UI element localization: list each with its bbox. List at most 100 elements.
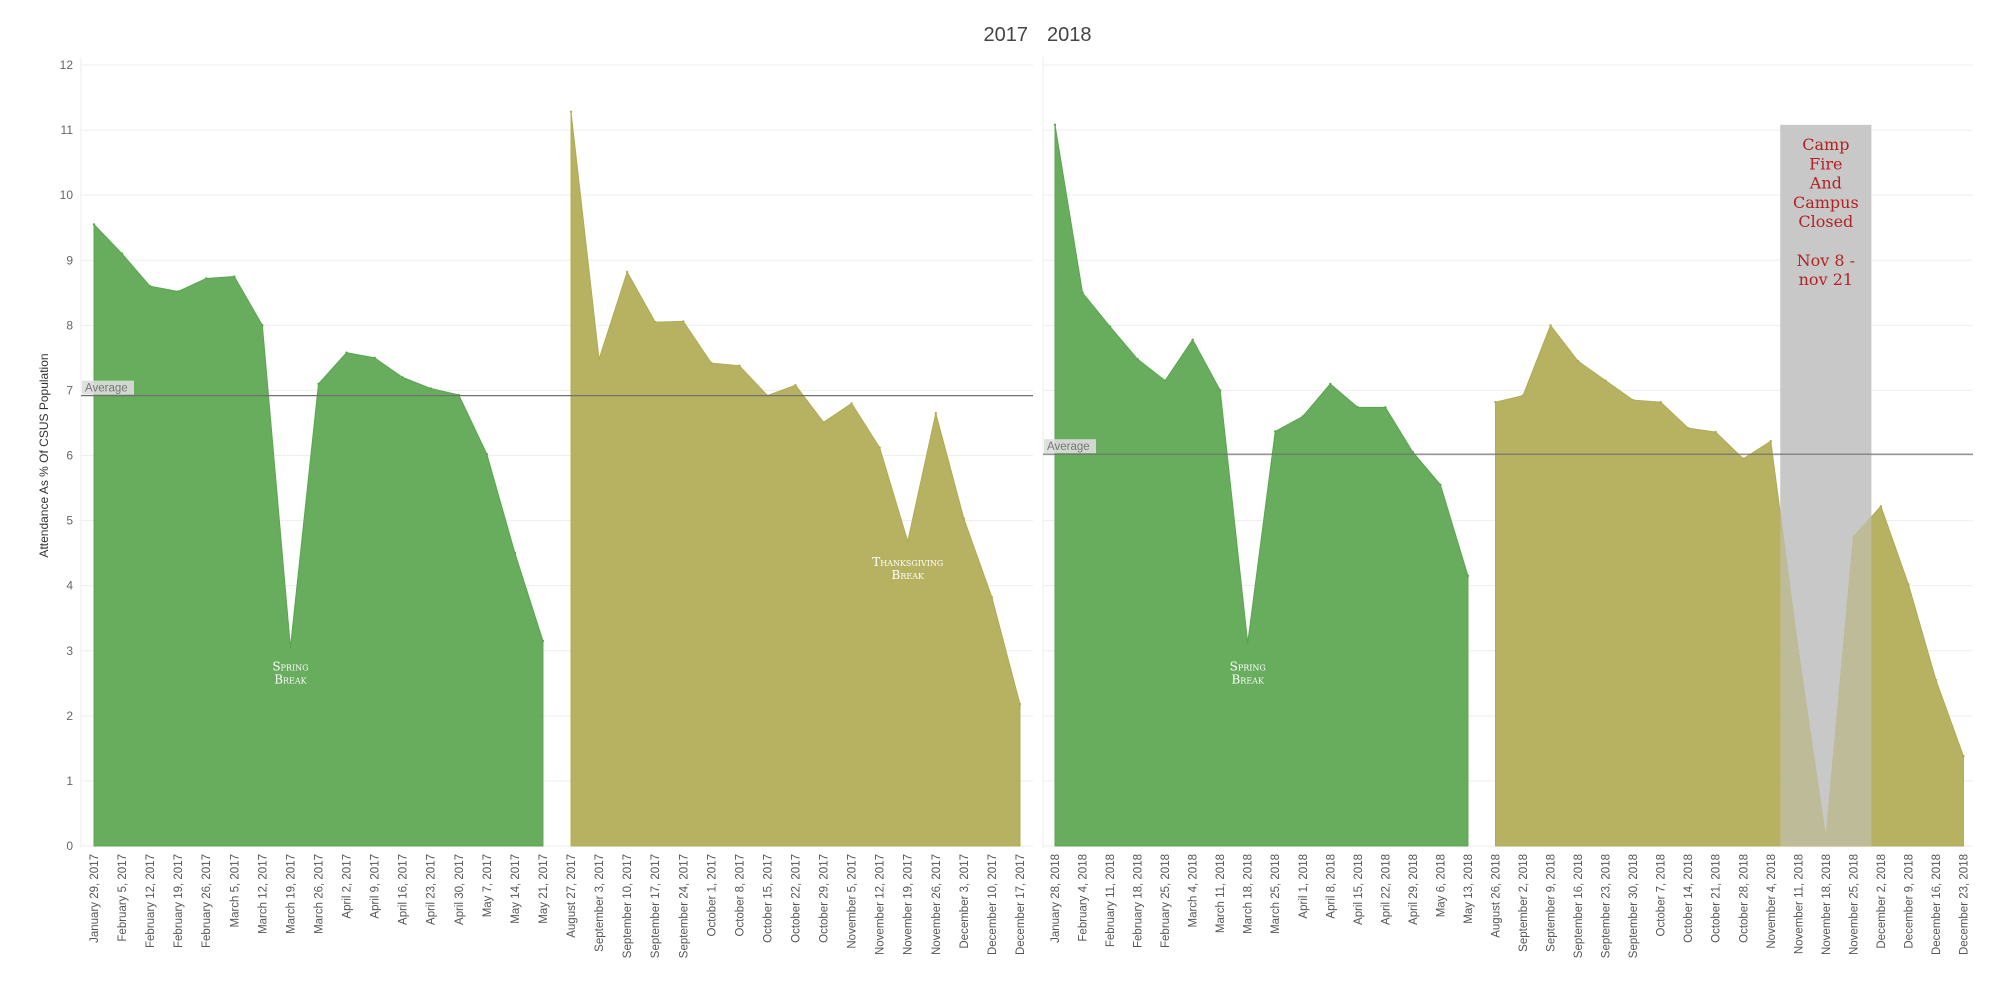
- x-tick-label: April 23, 2017: [426, 854, 438, 925]
- x-tick-label: February 25, 2018: [1160, 854, 1172, 948]
- data-point: [654, 320, 657, 324]
- panel-2017: 2017AverageSpringBreakThanksgivingBreakJ…: [80, 24, 1033, 958]
- data-point: [92, 223, 96, 226]
- area-fall: [570, 111, 1021, 847]
- x-tick-label: November 4, 2018: [1766, 854, 1778, 949]
- data-point: [1218, 389, 1222, 392]
- data-point: [934, 411, 937, 415]
- x-tick-label: November 19, 2017: [903, 854, 915, 955]
- data-point: [289, 646, 292, 649]
- x-tick-label: April 15, 2018: [1353, 854, 1365, 925]
- y-tick-label: 9: [66, 253, 73, 267]
- data-point: [794, 384, 797, 387]
- x-tick-label: April 16, 2017: [398, 854, 410, 925]
- x-tick-label: April 22, 2018: [1380, 854, 1392, 925]
- data-point: [205, 277, 208, 280]
- data-point: [148, 285, 152, 288]
- x-tick-label: October 21, 2018: [1711, 854, 1723, 943]
- x-tick-label: January 28, 2018: [1050, 854, 1062, 943]
- x-tick-label: May 21, 2017: [538, 854, 550, 924]
- average-label-bg: [1044, 439, 1096, 454]
- data-point: [906, 540, 909, 543]
- data-point: [1384, 406, 1387, 409]
- x-tick-label: April 1, 2018: [1298, 854, 1310, 919]
- annotation-text: Thanksgiving: [872, 555, 943, 569]
- x-tick-label: March 11, 2018: [1215, 854, 1227, 933]
- data-point: [1356, 406, 1360, 409]
- x-tick-label: October 7, 2018: [1656, 854, 1668, 936]
- x-tick-label: September 23, 2018: [1601, 854, 1613, 958]
- x-tick-label: November 5, 2017: [847, 854, 859, 949]
- x-tick-label: September 16, 2018: [1573, 854, 1585, 958]
- x-tick-label: October 8, 2017: [734, 854, 746, 936]
- data-point: [850, 402, 853, 405]
- data-point: [429, 387, 432, 390]
- x-tick-label: October 1, 2017: [706, 854, 718, 936]
- x-tick-label: February 19, 2017: [173, 854, 185, 948]
- y-tick-label: 1: [66, 774, 73, 788]
- y-tick-label: 0: [66, 839, 73, 853]
- data-point: [682, 320, 685, 323]
- x-tick-label: May 6, 2018: [1435, 854, 1447, 917]
- x-tick-label: October 15, 2017: [762, 854, 774, 943]
- x-tick-label: March 18, 2018: [1243, 854, 1255, 934]
- x-tick-label: October 28, 2018: [1738, 854, 1750, 943]
- data-point: [233, 275, 236, 278]
- data-point: [120, 252, 124, 255]
- data-point: [822, 421, 825, 424]
- x-tick-label: April 8, 2018: [1325, 854, 1337, 919]
- data-point: [878, 446, 881, 449]
- x-tick-label: February 4, 2018: [1078, 854, 1090, 942]
- x-tick-label: April 29, 2018: [1408, 854, 1420, 925]
- data-point: [541, 639, 545, 643]
- data-point: [1301, 415, 1304, 418]
- data-point: [1686, 426, 1690, 430]
- y-tick-label: 7: [66, 383, 73, 397]
- data-point: [1466, 574, 1470, 578]
- x-tick-label: December 2, 2018: [1876, 854, 1888, 949]
- x-tick-label: December 3, 2017: [959, 854, 971, 949]
- x-tick-label: March 4, 2018: [1188, 854, 1200, 928]
- x-tick-label: December 23, 2018: [1958, 854, 1970, 955]
- area-spring: [1054, 124, 1469, 847]
- data-point: [1576, 359, 1580, 363]
- x-tick-label: April 9, 2017: [370, 854, 382, 919]
- data-point: [1081, 291, 1084, 294]
- data-point: [345, 351, 348, 354]
- data-point: [1769, 439, 1772, 443]
- data-point: [1631, 398, 1635, 402]
- x-tick-label: October 29, 2017: [819, 854, 831, 943]
- closure-text: Nov 8 -: [1797, 251, 1855, 270]
- data-point: [962, 517, 966, 520]
- closure-text: Closed: [1798, 212, 1853, 231]
- data-point: [990, 596, 994, 599]
- data-point: [176, 290, 180, 293]
- data-point: [1053, 123, 1057, 127]
- x-tick-label: May 14, 2017: [510, 854, 522, 924]
- x-tick-label: August 26, 2018: [1490, 854, 1502, 938]
- data-point: [625, 270, 629, 274]
- data-point: [401, 376, 404, 379]
- data-point: [373, 356, 376, 360]
- closure-overlay: [1780, 124, 1872, 847]
- x-tick-label: September 17, 2017: [650, 854, 662, 958]
- x-tick-label: August 27, 2017: [566, 854, 578, 938]
- area-spring: [93, 223, 544, 847]
- data-point: [738, 364, 741, 367]
- x-tick-label: December 16, 2018: [1931, 854, 1943, 955]
- data-point: [1439, 483, 1442, 486]
- x-tick-label: November 25, 2018: [1848, 854, 1860, 955]
- closure-text: Camp: [1802, 135, 1849, 154]
- y-tick-label: 12: [60, 58, 74, 72]
- data-point: [710, 361, 713, 365]
- y-tick-label: 10: [60, 188, 74, 202]
- y-tick-label: 8: [66, 318, 73, 332]
- x-tick-label: September 24, 2017: [678, 854, 690, 958]
- x-tick-label: September 3, 2017: [594, 854, 606, 952]
- y-tick-label: 4: [66, 579, 73, 593]
- data-point: [1274, 430, 1277, 433]
- x-tick-label: February 11, 2018: [1105, 854, 1117, 947]
- y-tick-label: 5: [66, 514, 73, 528]
